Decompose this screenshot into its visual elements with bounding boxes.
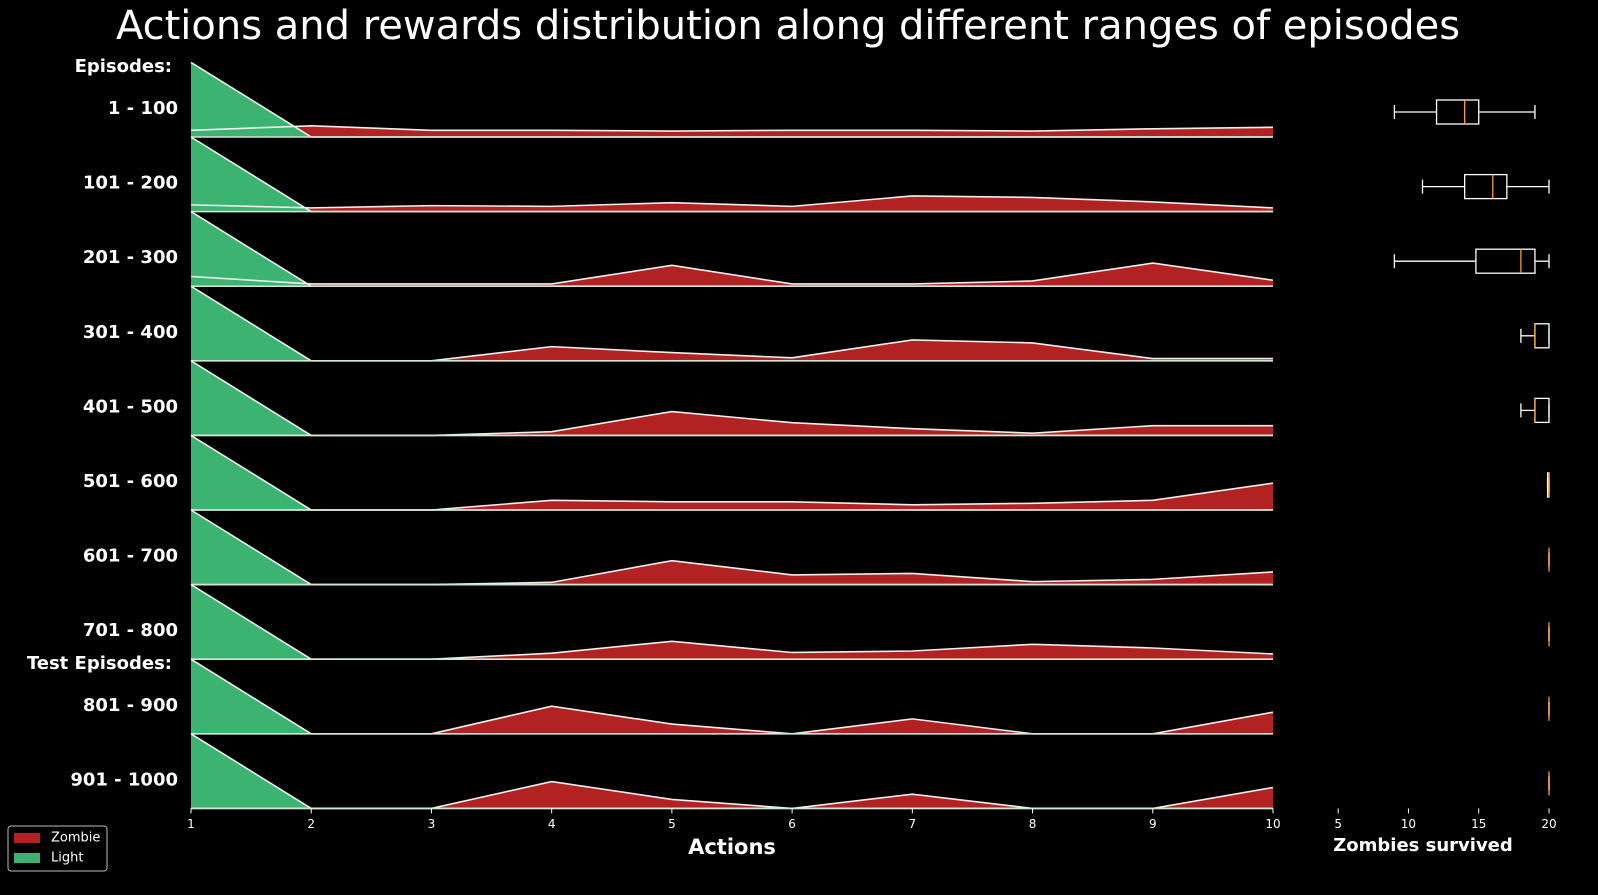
zombie-area (191, 641, 1273, 660)
section-label: Episodes: (75, 56, 172, 77)
zombie-area (191, 411, 1273, 436)
x-tick-label: 10 (1401, 817, 1416, 831)
zombie-line (190, 125, 1274, 132)
row-label: 101 - 200 (83, 173, 178, 194)
x-tick-label: 5 (1334, 817, 1342, 831)
x-tick-label: 5 (668, 817, 676, 831)
x-axis-label: Zombies survived (1333, 835, 1513, 856)
zombie-line (190, 195, 1274, 209)
x-tick-label: 6 (788, 817, 796, 831)
x-tick-label: 4 (548, 817, 556, 831)
box (1435, 99, 1480, 125)
x-tick-label: 15 (1471, 817, 1486, 831)
x-tick-label: 10 (1265, 817, 1280, 831)
x-tick-label: 8 (1029, 817, 1037, 831)
x-tick-label: 3 (428, 817, 436, 831)
zombie-area (191, 560, 1273, 585)
x-tick-label: 20 (1541, 817, 1556, 831)
legend-swatch (14, 833, 40, 843)
x-tick-label: 1 (187, 817, 195, 831)
box (1464, 173, 1508, 200)
box (1475, 248, 1536, 274)
section-label: Test Episodes: (27, 653, 172, 674)
row-label: 601 - 700 (83, 546, 178, 567)
row-label: 301 - 400 (83, 322, 178, 343)
zombie-line (190, 262, 1274, 285)
legend-swatch (14, 853, 40, 863)
row-label: 801 - 900 (83, 695, 178, 716)
x-axis-label: Actions (688, 835, 776, 859)
row-label: 901 - 1000 (70, 769, 178, 790)
zombie-area (191, 339, 1273, 361)
zombie-area (191, 195, 1273, 212)
x-tick-label: 9 (1149, 817, 1157, 831)
row-label: 401 - 500 (83, 396, 178, 417)
x-tick-label: 2 (307, 817, 315, 831)
zombie-area (191, 483, 1273, 510)
row-label: 501 - 600 (83, 471, 178, 492)
row-label: 701 - 800 (83, 620, 178, 641)
legend-label: Light (51, 851, 83, 866)
legend-label: Zombie (51, 831, 100, 846)
row-label: 1 - 100 (108, 98, 178, 119)
x-tick-label: 7 (909, 817, 917, 831)
chart-title: Actions and rewards distribution along d… (116, 3, 1460, 49)
row-label: 201 - 300 (83, 247, 178, 268)
